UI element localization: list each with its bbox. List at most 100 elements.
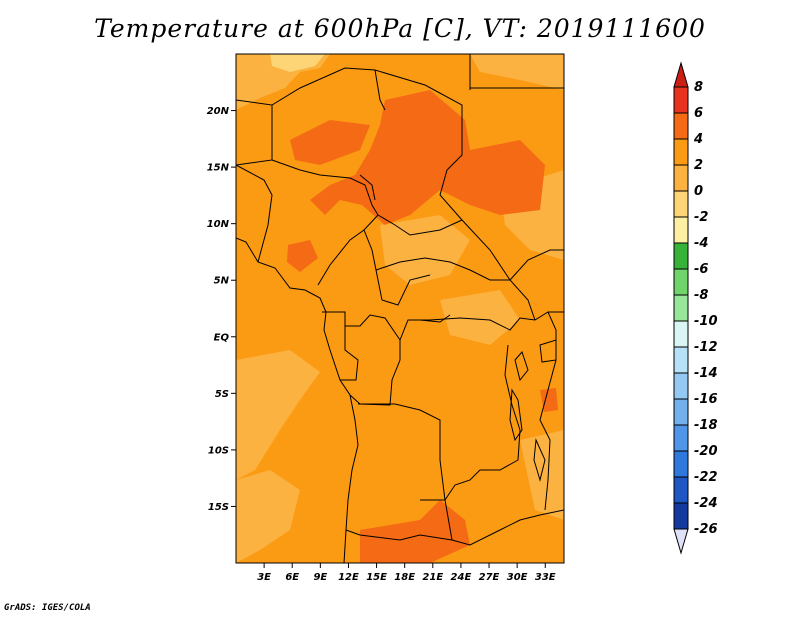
river-line: [419, 314, 451, 323]
colorbar-label: 8: [694, 80, 703, 95]
field-patch-hot: [310, 90, 545, 225]
y-tick-label: 15N: [207, 163, 230, 174]
colorbar-label: 4: [693, 132, 703, 147]
y-tick-label: 5N: [214, 276, 230, 287]
colorbar-swatch: [673, 190, 689, 218]
colorbar-label: -24: [694, 496, 718, 511]
border-segment: [539, 311, 557, 511]
field-patch-pale: [270, 54, 325, 72]
field-patch-hot: [540, 388, 558, 412]
colorbar-label: -16: [694, 392, 718, 407]
x-tick-label: 24E: [451, 572, 472, 583]
colorbar-swatch: [673, 294, 689, 322]
x-tick-label: 12E: [338, 572, 359, 583]
colorbar-label: -14: [694, 366, 718, 381]
lake-outline: [533, 438, 546, 482]
border-segment: [374, 69, 536, 321]
y-tick-label: EQ: [214, 332, 230, 343]
border-segment: [271, 159, 379, 286]
field-patch-warm-light: [470, 54, 564, 90]
footer-credit: GrADS: IGES/COLA: [4, 603, 91, 613]
colorbar-label: -10: [694, 314, 718, 329]
border-segment: [363, 229, 383, 301]
border-segment: [236, 99, 273, 166]
colorbar-swatch: [673, 346, 689, 374]
border-segment: [345, 403, 453, 541]
field-patch-hot: [290, 120, 370, 165]
border-segment: [340, 326, 359, 381]
border-segment: [377, 214, 463, 236]
colorbar-top-arrow: [673, 61, 689, 88]
map-frame: [235, 53, 565, 564]
field-patch-warm-light: [440, 290, 520, 345]
colorbar-swatch: [673, 242, 689, 270]
colorbar-label: -6: [694, 262, 708, 277]
border-segment: [420, 344, 521, 501]
field-patch-hot: [360, 500, 470, 563]
lake-outline: [509, 388, 523, 442]
y-tick-label: 10S: [208, 445, 229, 456]
border-segment: [271, 67, 386, 111]
x-axis: 3E 6E 9E 12E 15E 18E 21E 24E 27E 30E 33E: [257, 563, 556, 583]
country-borders: [236, 54, 564, 563]
field-patch-warm-light: [380, 215, 470, 285]
colorbar-swatch: [673, 398, 689, 426]
colorbar-swatch: [673, 112, 689, 140]
colorbar-label: 6: [694, 106, 703, 121]
map-title: Temperature at 600hPa [C], VT: 201911160…: [94, 14, 706, 43]
x-tick-label: 6E: [285, 572, 299, 583]
colorbar-swatch: [673, 86, 689, 114]
colorbar-swatch: [673, 476, 689, 504]
coastline-west: [236, 237, 359, 563]
colorbar-swatch: [673, 216, 689, 244]
x-tick-label: 30E: [507, 572, 528, 583]
x-tick-label: 18E: [394, 572, 415, 583]
x-tick-label: 9E: [313, 572, 327, 583]
colorbar-label: -12: [694, 340, 718, 355]
colorbar-label: 0: [694, 184, 703, 199]
border-segment: [236, 164, 273, 263]
colorbar-label: 2: [694, 158, 703, 173]
border-segment: [322, 311, 401, 406]
lake-outline: [514, 351, 529, 382]
colorbar-swatch: [673, 268, 689, 296]
colorbar-swatch: [673, 372, 689, 400]
colorbar-bottom-arrow: [673, 528, 689, 555]
colorbar-swatch: [673, 138, 689, 166]
colorbar-swatch: [673, 502, 689, 530]
border-segment: [451, 509, 564, 546]
field-patch-warm-light: [236, 470, 300, 563]
colorbar-swatch: [673, 164, 689, 192]
field-patch-hot: [287, 240, 318, 272]
y-tick-label: 10N: [207, 219, 230, 230]
colorbar-label: -8: [694, 288, 708, 303]
colorbar-label: -20: [694, 444, 718, 459]
colorbar-swatch: [673, 424, 689, 452]
colorbar-label: -18: [694, 418, 718, 433]
border-segment: [375, 257, 510, 281]
x-tick-label: 21E: [422, 572, 443, 583]
x-tick-label: 15E: [366, 572, 387, 583]
colorbar: 8 6 4 2 0 -2 -4 -6 -8 -10 -12 -14 -16 -18 -20 -22 -24 -26: [673, 61, 718, 555]
lake-outline: [539, 339, 557, 363]
border-segment: [399, 311, 564, 341]
colorbar-swatch: [673, 320, 689, 348]
field-patch-warm-light: [236, 350, 320, 480]
y-tick-label: 15S: [208, 502, 229, 513]
border-segment: [509, 249, 564, 281]
colorbar-label: -22: [694, 470, 718, 485]
x-tick-label: 33E: [535, 572, 556, 583]
river-line: [359, 174, 376, 201]
colorbar-swatch: [673, 450, 689, 478]
colorbar-label: -26: [694, 522, 718, 537]
y-tick-label: 5S: [215, 389, 229, 400]
x-tick-label: 3E: [257, 572, 271, 583]
x-tick-label: 27E: [479, 572, 500, 583]
border-segment: [381, 274, 431, 306]
colorbar-label: -4: [694, 236, 708, 251]
colorbar-label: -2: [694, 210, 708, 225]
field-patch-warm-light: [520, 430, 564, 520]
y-axis: 20N 15N 10N 5N EQ 5S 10S 15S: [207, 106, 236, 513]
y-tick-label: 20N: [207, 106, 230, 117]
